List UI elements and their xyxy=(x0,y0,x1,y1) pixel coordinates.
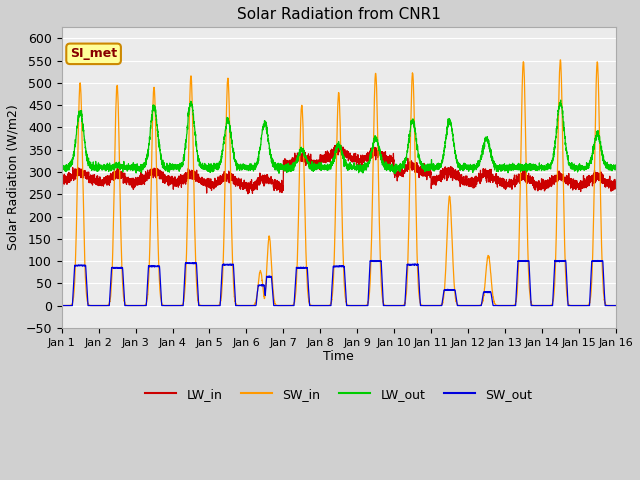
LW_in xyxy=(611,185,619,191)
LW_out xyxy=(391,170,399,176)
SW_out xyxy=(611,303,619,309)
SW_in xyxy=(318,303,326,309)
LW_in xyxy=(463,178,471,183)
SW_out xyxy=(612,303,620,309)
LW_in xyxy=(612,186,620,192)
SW_in xyxy=(612,303,620,309)
SW_out xyxy=(562,257,570,263)
Text: SI_met: SI_met xyxy=(70,48,117,60)
SW_in xyxy=(557,57,564,63)
SW_out xyxy=(494,303,502,309)
SW_in xyxy=(611,303,619,309)
LW_in xyxy=(58,173,65,179)
Line: SW_out: SW_out xyxy=(61,260,616,306)
SW_out xyxy=(318,303,326,309)
LW_in xyxy=(433,180,440,186)
LW_in xyxy=(244,191,252,197)
SW_in xyxy=(432,303,440,309)
LW_out xyxy=(157,155,165,160)
SW_in xyxy=(58,303,65,309)
X-axis label: Time: Time xyxy=(323,350,354,363)
LW_in xyxy=(495,178,502,183)
LW_out xyxy=(557,97,564,103)
LW_in xyxy=(157,168,165,174)
LW_out xyxy=(612,165,620,171)
LW_in xyxy=(332,143,339,148)
LW_out xyxy=(58,163,65,168)
SW_out xyxy=(463,303,470,309)
SW_out xyxy=(58,303,65,309)
Legend: LW_in, SW_in, LW_out, SW_out: LW_in, SW_in, LW_out, SW_out xyxy=(140,383,537,406)
LW_out xyxy=(318,165,326,171)
LW_out xyxy=(611,166,619,172)
SW_in xyxy=(495,303,502,309)
SW_in xyxy=(464,303,472,309)
LW_out xyxy=(463,166,471,172)
Line: LW_out: LW_out xyxy=(61,100,616,173)
SW_out xyxy=(432,303,440,309)
SW_in xyxy=(463,303,470,309)
Title: Solar Radiation from CNR1: Solar Radiation from CNR1 xyxy=(237,7,440,22)
Line: SW_in: SW_in xyxy=(61,60,616,306)
LW_out xyxy=(433,166,440,172)
LW_in xyxy=(318,153,326,159)
LW_out xyxy=(495,164,502,170)
SW_in xyxy=(157,299,165,305)
SW_out xyxy=(157,294,165,300)
Y-axis label: Solar Radiation (W/m2): Solar Radiation (W/m2) xyxy=(7,105,20,251)
Line: LW_in: LW_in xyxy=(61,145,616,194)
